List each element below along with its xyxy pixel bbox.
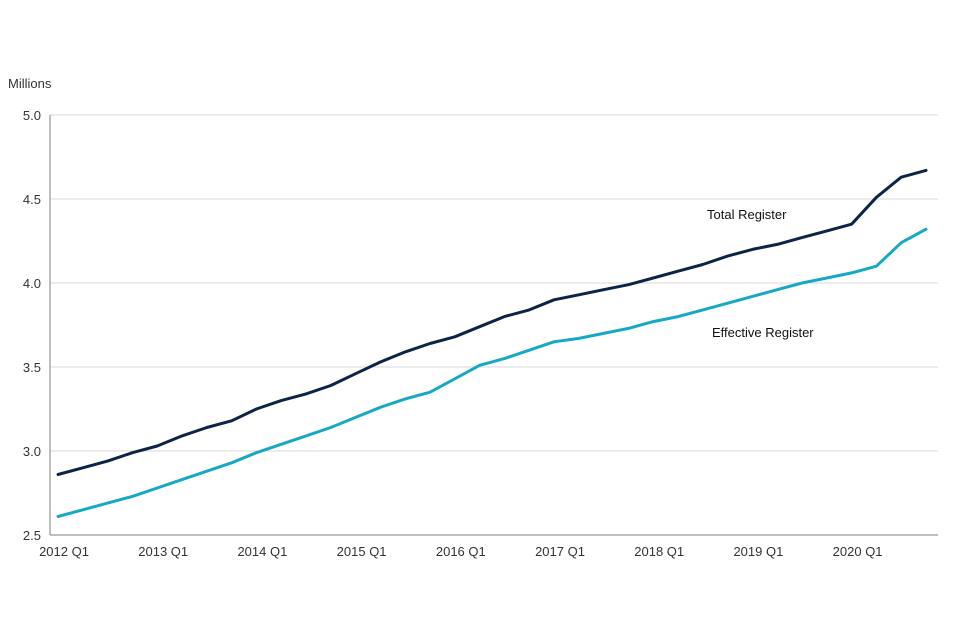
y-tick-labels: 5.0 4.5 4.0 3.5 3.0 2.5 [23,108,41,543]
axes [49,115,938,536]
x-tick-label: 2020 Q1 [833,544,883,559]
x-tick-label: 2012 Q1 [39,544,89,559]
y-tick-label: 3.0 [23,444,41,459]
y-tick-label: 4.0 [23,276,41,291]
series-label-effective-register: Effective Register [712,325,814,340]
series-label-total-register: Total Register [707,207,787,222]
y-tick-label: 4.5 [23,192,41,207]
y-tick-label: 3.5 [23,360,41,375]
x-tick-label: 2013 Q1 [138,544,188,559]
series-labels: Total Register Effective Register [707,207,814,340]
y-tick-label: 5.0 [23,108,41,123]
x-tick-label: 2015 Q1 [337,544,387,559]
x-tick-label: 2019 Q1 [733,544,783,559]
x-tick-labels: 2012 Q1 2013 Q1 2014 Q1 2015 Q1 2016 Q1 2017 … [39,544,882,559]
x-tick-label: 2017 Q1 [535,544,585,559]
x-tick-label: 2016 Q1 [436,544,486,559]
series-lines [56,168,928,518]
x-tick-label: 2018 Q1 [634,544,684,559]
y-tick-label: 2.5 [23,528,41,543]
x-tick-label: 2014 Q1 [237,544,287,559]
y-unit-label: Millions [8,76,52,91]
gridlines [50,114,938,452]
series-line-effective-register [56,227,928,518]
series-line-total-register [56,168,928,476]
